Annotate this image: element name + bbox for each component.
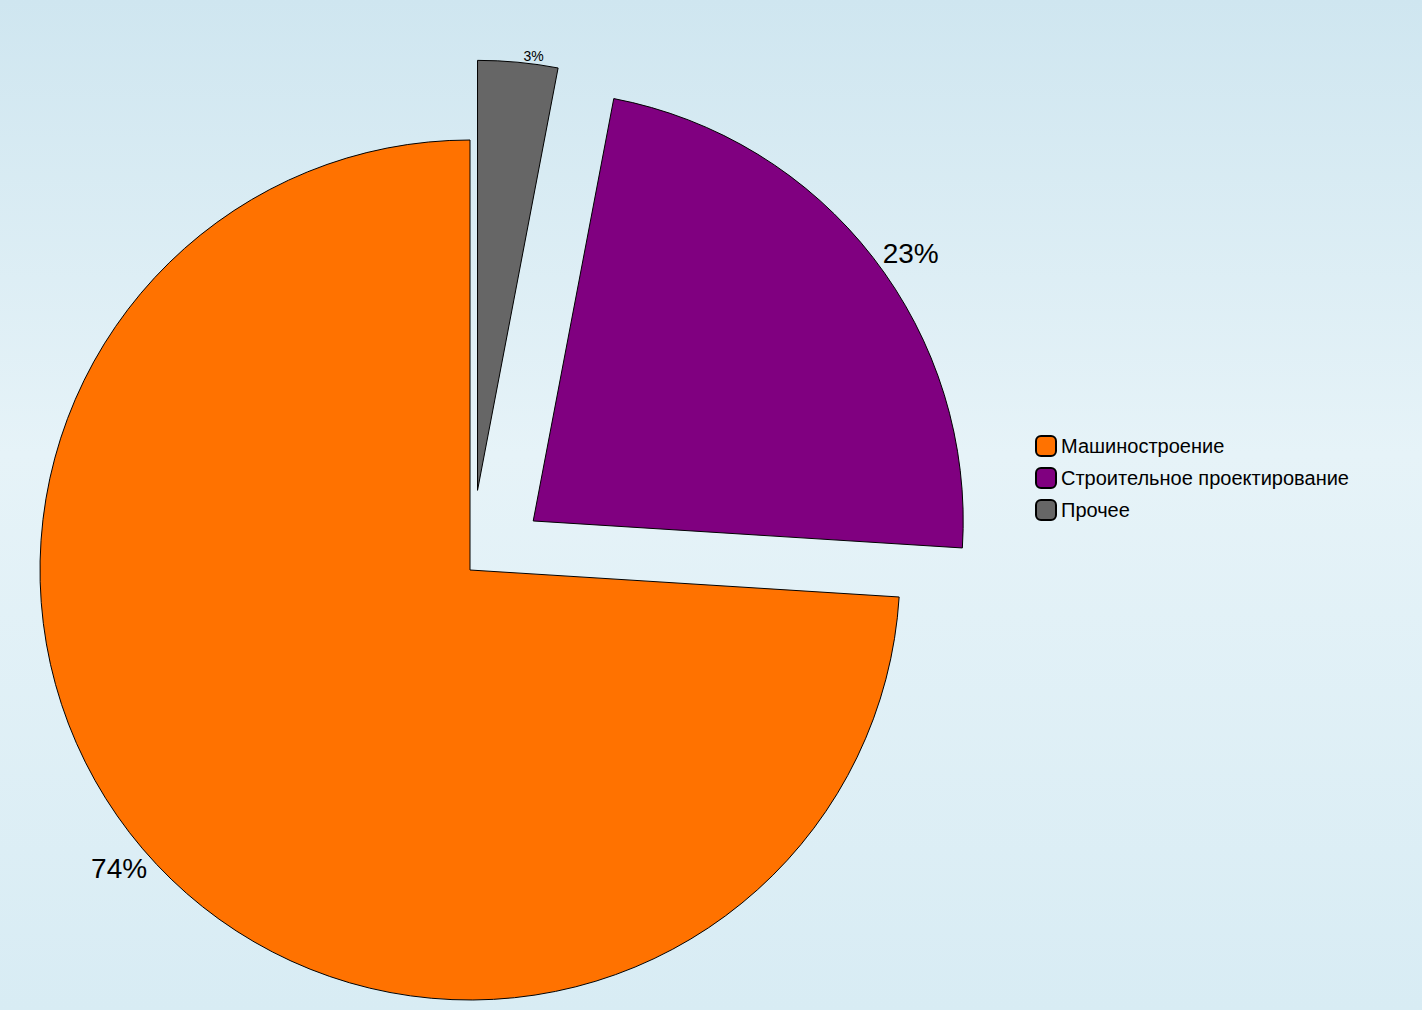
svg-text:23%: 23% [883,238,939,269]
svg-text:3%: 3% [524,48,544,64]
svg-text:Строительное проектирование: Строительное проектирование [1061,467,1349,489]
svg-text:Машиностроение: Машиностроение [1061,435,1224,457]
svg-text:74%: 74% [91,853,147,884]
svg-text:Прочее: Прочее [1061,499,1130,521]
